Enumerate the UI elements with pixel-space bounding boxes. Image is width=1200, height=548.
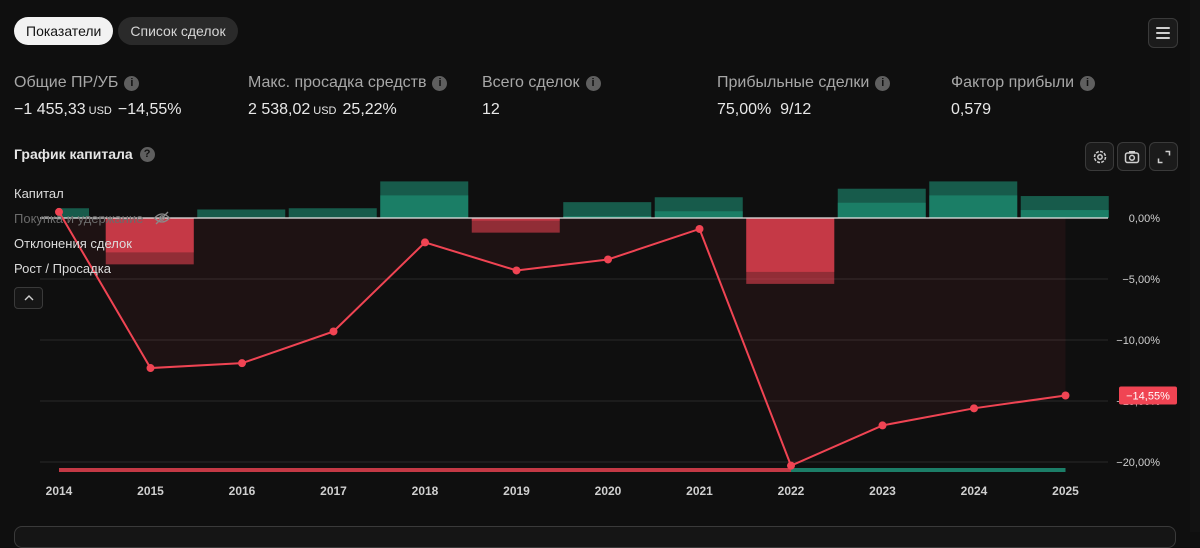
x-tick-label: 2018: [412, 484, 439, 498]
profit-factor-value: 0,579: [951, 101, 992, 118]
stat-label: Общие ПР/УБ: [14, 74, 119, 91]
drawdown-strip: [59, 468, 791, 472]
total-trades-value: 12: [482, 101, 500, 118]
chart-fullscreen-button[interactable]: [1149, 142, 1178, 171]
info-icon[interactable]: i: [124, 75, 140, 91]
equity-point: [787, 461, 795, 470]
x-tick-label: 2022: [778, 484, 805, 498]
fullscreen-icon: [1157, 150, 1170, 163]
help-icon[interactable]: ?: [139, 146, 155, 162]
x-tick-label: 2023: [869, 484, 896, 498]
x-tick-label: 2019: [503, 484, 530, 498]
tab-indicators[interactable]: Показатели: [14, 17, 114, 45]
stat-max-drawdown: Макс. просадка средств i 2 538,02 USD 25,22…: [248, 74, 448, 119]
net-pnl-value: −1 455,33: [14, 101, 86, 118]
x-tick-label: 2020: [595, 484, 622, 498]
max-drawdown-percent: 25,22%: [342, 101, 397, 118]
info-icon[interactable]: i: [585, 75, 601, 91]
profitable-trades-value: 75,00% 9/12: [717, 101, 812, 118]
tab-trade-list[interactable]: Список сделок: [118, 17, 238, 45]
y-tick-label: −20,00%: [1116, 457, 1160, 469]
growth-strip: [791, 468, 1066, 472]
equity-point: [146, 364, 155, 373]
deviation-bar-core: [837, 202, 926, 218]
x-tick-label: 2021: [686, 484, 713, 498]
last-value-label: −14,55%: [1126, 391, 1170, 403]
x-tick-label: 2025: [1052, 484, 1079, 498]
stat-profit-factor: Фактор прибыли i 0,579: [951, 74, 1096, 119]
stat-net-pnl: Общие ПР/УБ i −1 455,33 USD −14,55%: [14, 74, 181, 119]
chart-screenshot-button[interactable]: [1117, 142, 1146, 171]
capital-chart: 2014 2015 2016 2017 2018 2019 2020 2021 2022 2023…: [40, 181, 1177, 498]
legend-item-growth-drawdown[interactable]: Рост / Просадка: [14, 261, 111, 276]
legend-item-capital[interactable]: Капитал: [14, 186, 64, 201]
x-tick-label: 2015: [137, 484, 164, 498]
net-pnl-unit: USD: [88, 105, 112, 117]
tab-bar: Показатели Список сделок: [14, 17, 238, 45]
deviation-bar-core: [654, 211, 743, 218]
deviation-bar: [471, 218, 560, 233]
deviation-bar-core: [380, 195, 469, 218]
stat-label: Прибыльные сделки: [717, 74, 870, 91]
stat-total-trades: Всего сделок i 12: [482, 74, 601, 119]
legend-collapse-button[interactable]: [14, 287, 43, 309]
legend-label: Покупка и удержание: [14, 211, 144, 226]
y-tick-label: −5,00%: [1122, 274, 1160, 286]
hamburger-menu-button[interactable]: [1148, 18, 1178, 48]
equity-point: [878, 421, 887, 430]
x-tick-label: 2016: [229, 484, 256, 498]
equity-point: [604, 255, 612, 264]
hamburger-menu-icon: [1156, 27, 1170, 39]
chevron-up-icon: [24, 295, 33, 301]
equity-point: [329, 327, 338, 336]
stat-label: Всего сделок: [482, 74, 580, 91]
last-value-badge: [1119, 386, 1177, 405]
info-icon[interactable]: i: [1080, 75, 1096, 91]
x-tick-label: 2017: [320, 484, 347, 498]
equity-area: [59, 211, 1066, 466]
equity-point: [55, 207, 63, 216]
y-tick-label: 0,00%: [1129, 213, 1160, 225]
equity-point: [695, 224, 704, 233]
deviation-bar: [288, 208, 377, 218]
settings-icon: [1093, 150, 1106, 163]
legend-item-buy-and-hold[interactable]: Покупка и удержание: [14, 211, 171, 226]
scrollbar-track[interactable]: [1190, 0, 1200, 532]
capital-chart-title: График капитала: [14, 146, 133, 162]
max-drawdown-unit: USD: [313, 105, 337, 117]
max-drawdown-value: 2 538,02: [248, 101, 311, 118]
equity-point: [970, 404, 978, 413]
info-icon[interactable]: i: [875, 75, 891, 91]
deviation-bar: [57, 208, 89, 218]
legend-item-trade-deviations[interactable]: Отклонения сделок: [14, 236, 132, 251]
deviation-bar-core: [746, 218, 835, 272]
stat-profitable-trades: Прибыльные сделки i 75,00% 9/12: [717, 74, 891, 119]
deviation-bar-core: [929, 195, 1018, 218]
deviation-bar-core: [105, 218, 194, 253]
chart-settings-button[interactable]: [1085, 142, 1114, 171]
x-tick-label: 2024: [961, 484, 988, 498]
deviation-bar: [197, 209, 286, 218]
equity-point: [421, 238, 429, 247]
net-pnl-percent: −14,55%: [117, 101, 182, 118]
deviation-bar-core: [1020, 210, 1109, 218]
equity-point: [1061, 391, 1070, 400]
deviation-bar: [563, 202, 652, 218]
camera-icon: [1124, 150, 1139, 163]
equity-point: [238, 359, 246, 368]
deviation-bar-core: [471, 218, 560, 221]
eye-off-icon[interactable]: [153, 211, 171, 225]
stat-label: Фактор прибыли: [951, 74, 1075, 91]
x-tick-label: 2014: [46, 484, 73, 498]
stat-label: Макс. просадка средств: [248, 74, 427, 91]
equity-line: [58, 211, 1066, 467]
bottom-panel: [14, 526, 1176, 548]
deviation-bar-core: [563, 216, 652, 218]
info-icon[interactable]: i: [432, 75, 448, 91]
capital-chart-header: График капитала ?: [14, 146, 155, 162]
y-tick-label: −10,00%: [1116, 335, 1160, 347]
equity-point: [512, 266, 521, 275]
